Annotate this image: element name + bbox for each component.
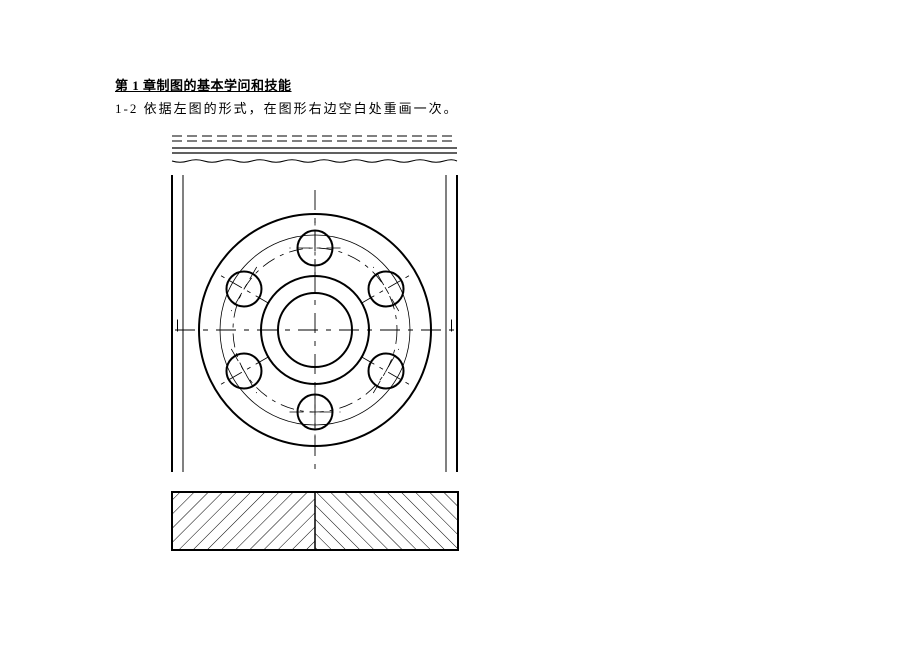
section-hatch-right bbox=[315, 492, 458, 550]
figure-container bbox=[163, 127, 920, 587]
exercise-subtitle: 1-2 依据左图的形式，在图形右边空白处重画一次。 bbox=[115, 98, 920, 117]
linetype-wavy bbox=[172, 160, 457, 163]
section-hatch-left bbox=[172, 492, 315, 550]
chapter-heading: 第 1 章制图的基本学问和技能 bbox=[115, 75, 920, 94]
engineering-drawing bbox=[163, 127, 466, 587]
